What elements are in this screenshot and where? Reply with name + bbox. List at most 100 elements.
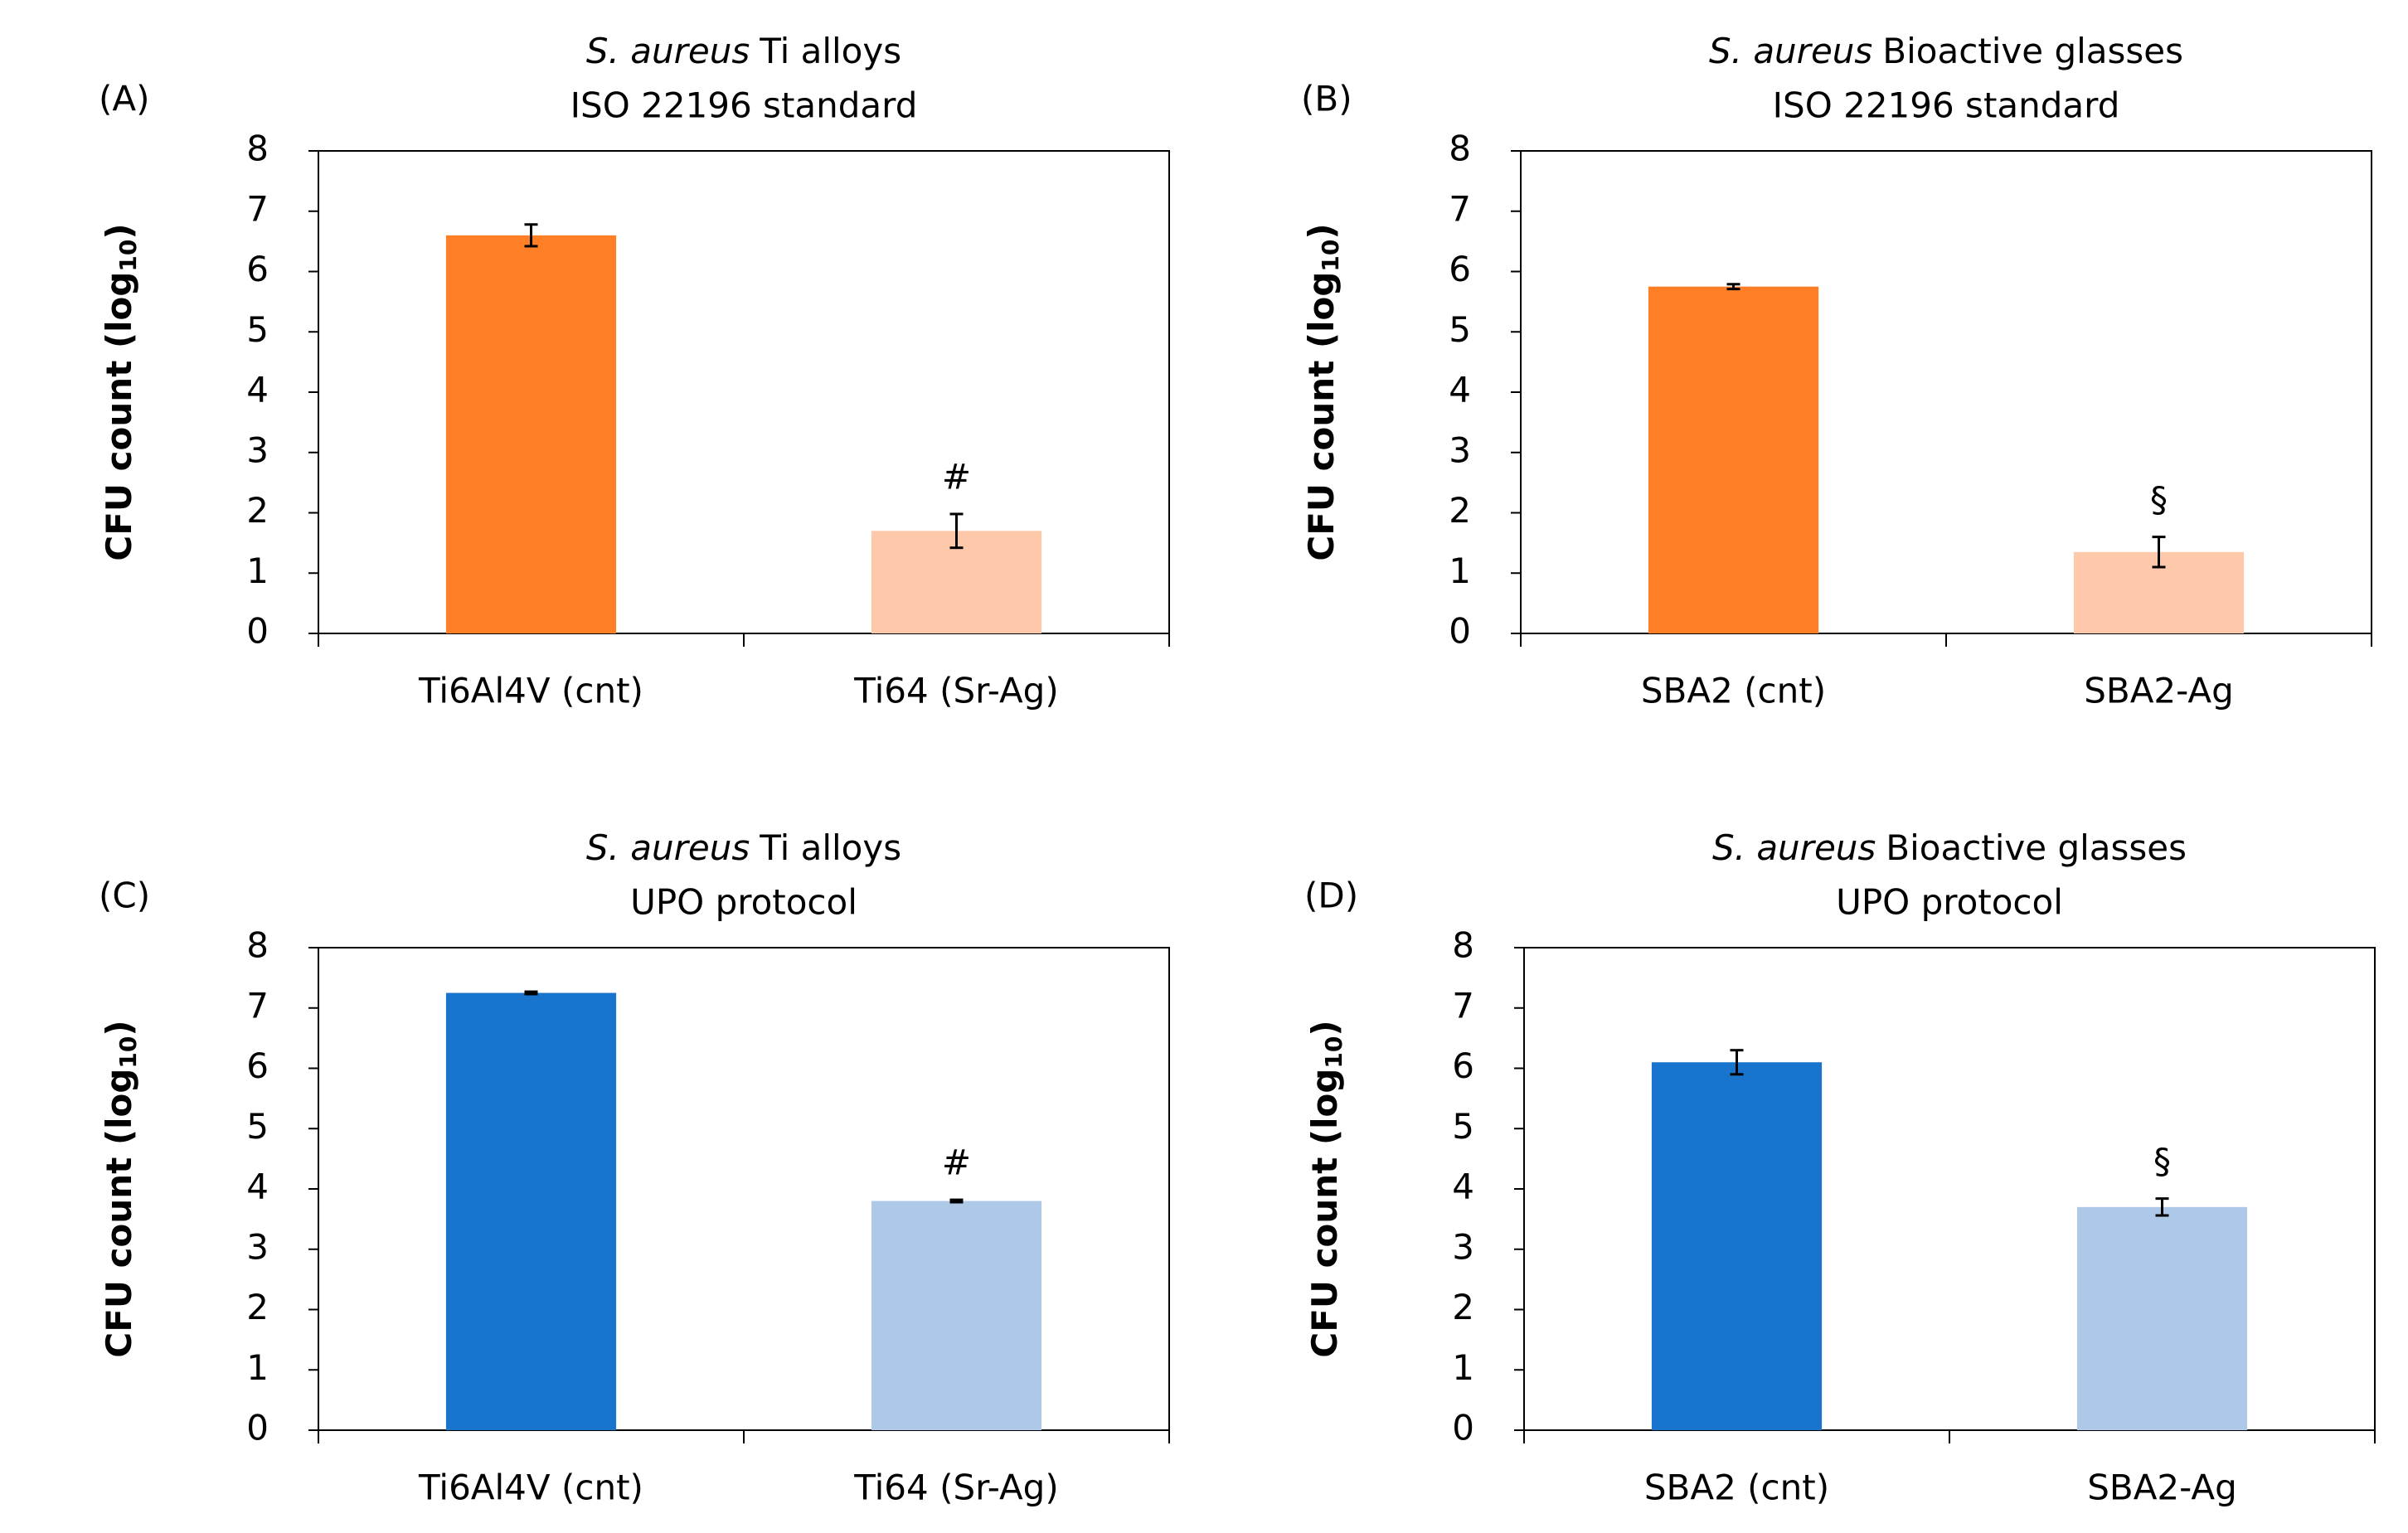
y-tick-label: 7: [246, 985, 269, 1026]
y-tick-label: 3: [246, 1226, 269, 1267]
y-tick-label: 6: [1449, 249, 1471, 289]
y-tick-label: 4: [1449, 370, 1471, 410]
y-axis-label: CFU count (log10): [99, 223, 143, 560]
title-text: Ti alloys: [759, 31, 901, 71]
bar: [1648, 286, 1819, 633]
y-tick-label: 8: [246, 129, 269, 169]
title-text: Ti alloys: [759, 827, 901, 868]
y-tick-label: 8: [246, 925, 269, 966]
y-tick-label: 4: [246, 1167, 269, 1207]
chart-title: S. aureus Ti alloys: [586, 827, 901, 868]
chart-panel: (B) S. aureus Bioactive glasses ISO 22196 s…: [1301, 31, 2372, 711]
y-axis-label-part: CFU count (log: [99, 1069, 139, 1358]
y-tick-label: 7: [1452, 985, 1474, 1026]
error-bar: [1726, 283, 1740, 291]
y-tick-label: 8: [1449, 129, 1471, 169]
y-tick-label: 5: [1449, 309, 1471, 350]
y-tick-label: 0: [1449, 611, 1471, 652]
y-axis-label-part: ): [1301, 223, 1342, 239]
y-axis-label-part: ): [1304, 1020, 1345, 1036]
y-tick-label: 3: [1449, 429, 1471, 470]
x-tick-label: Ti6Al4V (cnt): [418, 671, 643, 711]
y-axis-label: CFU count (log10): [1304, 1020, 1348, 1357]
error-bar: [2152, 536, 2166, 569]
y-axis-label-subscript: 10: [1320, 1036, 1347, 1069]
y-tick-label: 5: [246, 1106, 269, 1147]
y-tick-label: 1: [1452, 1347, 1474, 1388]
error-bar: [1730, 1049, 1744, 1076]
panel-label: (D): [1304, 876, 1358, 916]
y-tick-label: 5: [1452, 1106, 1474, 1147]
bar: [445, 235, 617, 633]
x-tick-label: Ti6Al4V (cnt): [418, 1468, 643, 1508]
chart-panel: (A) S. aureus Ti alloys ISO 22196 standard C…: [99, 31, 1170, 711]
y-tick-label: 0: [246, 1408, 269, 1448]
error-bar: [949, 512, 964, 550]
chart-title: S. aureus Bioactive glasses: [1709, 31, 2183, 71]
y-tick-label: 6: [246, 1045, 269, 1086]
chart-subtitle: UPO protocol: [630, 882, 857, 923]
y-tick-label: 6: [246, 249, 269, 289]
y-tick-label: 3: [246, 429, 269, 470]
bar: [871, 1201, 1042, 1430]
y-axis-label-subscript: 10: [1317, 240, 1344, 272]
chart-title: S. aureus Ti alloys: [586, 31, 901, 71]
y-tick-label: 4: [246, 370, 269, 410]
title-italic: S. aureus: [1709, 31, 1872, 71]
y-tick-label: 2: [246, 490, 269, 531]
y-axis-label-part: CFU count (log: [99, 272, 139, 561]
title-text: Bioactive glasses: [1882, 31, 2183, 71]
x-tick-label: Ti64 (Sr-Ag): [853, 1468, 1058, 1508]
bar: [2076, 1206, 2248, 1430]
error-bar: [524, 990, 538, 996]
error-bar: [949, 1198, 964, 1204]
y-axis-label-part: CFU count (log: [1301, 272, 1342, 561]
y-tick-label: 6: [1452, 1045, 1474, 1086]
chart-subtitle: ISO 22196 standard: [1773, 85, 2120, 126]
error-bar: [524, 223, 538, 248]
x-tick-label: Ti64 (Sr-Ag): [853, 671, 1058, 711]
y-tick-label: 1: [1449, 551, 1471, 591]
y-axis-label-subscript: 10: [114, 240, 142, 272]
y-axis-label-part: ): [99, 223, 139, 239]
chart-subtitle: ISO 22196 standard: [570, 85, 918, 126]
y-tick-label: 2: [1449, 490, 1471, 531]
y-axis-label-part: ): [99, 1020, 139, 1036]
title-text: Bioactive glasses: [1886, 827, 2187, 868]
error-bar: [2155, 1197, 2169, 1217]
significance-marker: §: [2150, 479, 2168, 520]
panel-label: (C): [99, 876, 150, 916]
x-tick-label: SBA2 (cnt): [1644, 1468, 1829, 1508]
chart-panel: (D) S. aureus Bioactive glasses UPO protoco…: [1304, 827, 2376, 1508]
panel-label: (A): [99, 79, 150, 119]
significance-marker: §: [2153, 1141, 2171, 1181]
significance-marker: #: [942, 1142, 971, 1183]
y-tick-label: 3: [1452, 1226, 1474, 1267]
y-axis-label: CFU count (log10): [1301, 223, 1345, 560]
title-italic: S. aureus: [586, 31, 750, 71]
chart-title: S. aureus Bioactive glasses: [1712, 827, 2187, 868]
bar: [445, 992, 617, 1430]
x-tick-label: SBA2-Ag: [2087, 1468, 2237, 1508]
y-tick-label: 0: [1452, 1408, 1474, 1448]
bar: [1651, 1062, 1823, 1430]
significance-marker: #: [942, 456, 971, 497]
title-italic: S. aureus: [1712, 827, 1876, 868]
y-tick-label: 7: [1449, 188, 1471, 229]
y-tick-label: 4: [1452, 1167, 1474, 1207]
y-axis-label-part: CFU count (log: [1304, 1069, 1345, 1358]
y-tick-label: 2: [1452, 1287, 1474, 1327]
y-tick-label: 2: [246, 1287, 269, 1327]
chart-panel: (C) S. aureus Ti alloys UPO protocol CFU cou…: [99, 827, 1170, 1508]
x-tick-label: SBA2-Ag: [2084, 671, 2234, 711]
x-tick-label: SBA2 (cnt): [1641, 671, 1826, 711]
y-tick-label: 7: [246, 188, 269, 229]
y-axis-label: CFU count (log10): [99, 1020, 143, 1357]
panel-label: (B): [1301, 79, 1352, 119]
title-italic: S. aureus: [586, 827, 750, 868]
y-tick-label: 8: [1452, 925, 1474, 966]
y-tick-label: 5: [246, 309, 269, 350]
y-tick-label: 1: [246, 551, 269, 591]
